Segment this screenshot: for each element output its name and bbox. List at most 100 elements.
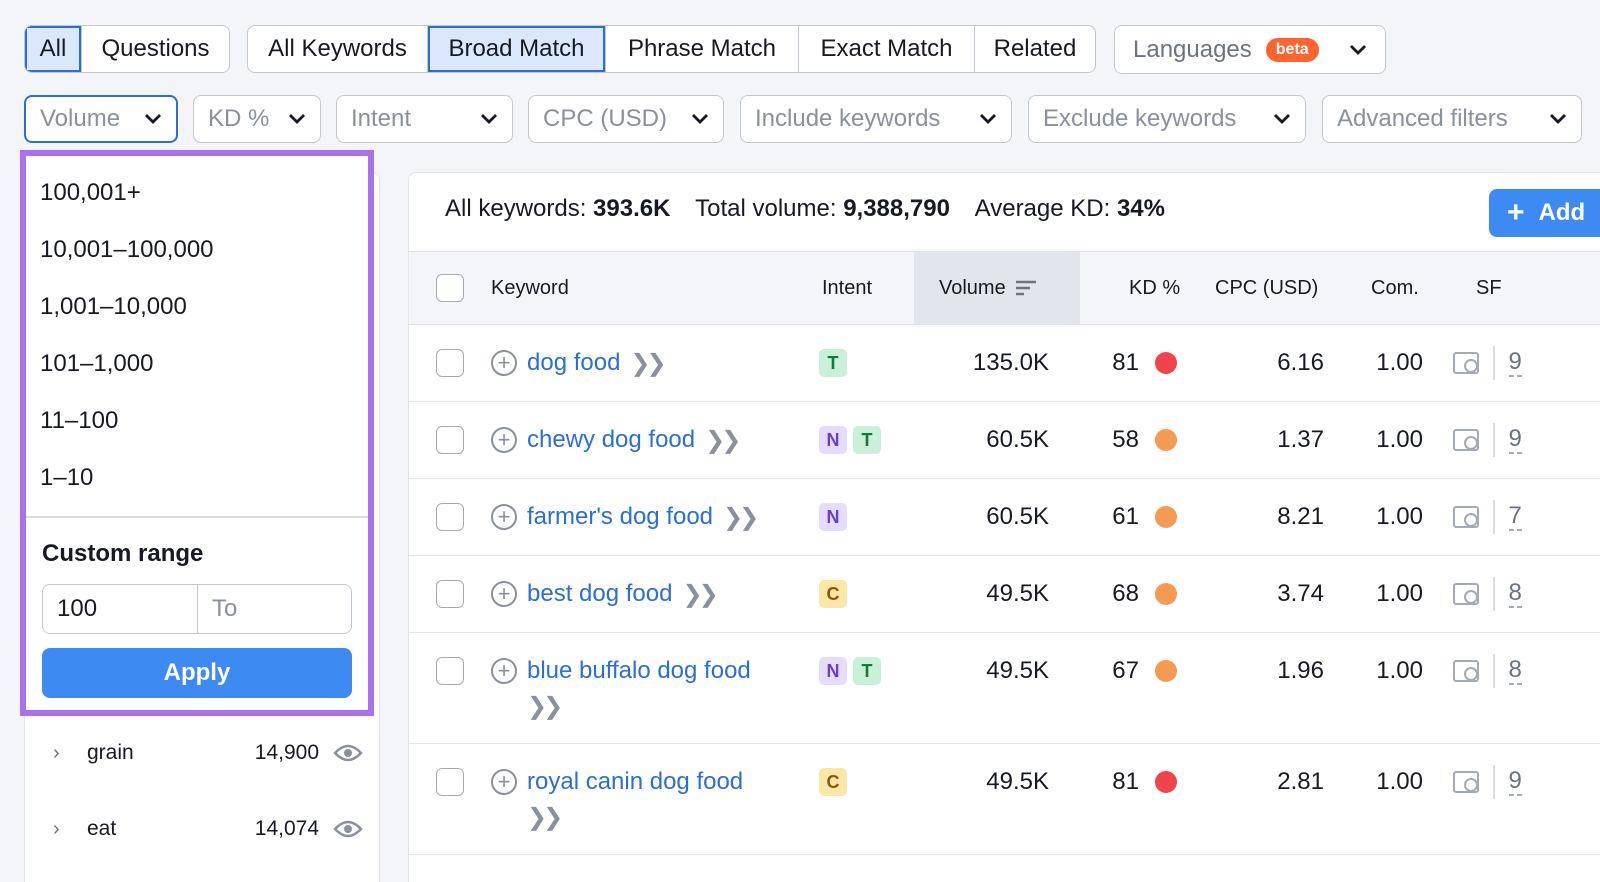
add-keyword-icon[interactable]: + [491, 427, 517, 453]
row-checkbox[interactable] [436, 426, 464, 454]
divider [1493, 577, 1495, 611]
header-kd[interactable]: KD % [1129, 276, 1181, 299]
header-com[interactable]: Com. [1371, 276, 1419, 299]
header-volume-label: Volume [939, 276, 1006, 299]
group-row[interactable]: › grain 14,900 [53, 733, 363, 773]
tab-exact-match[interactable]: Exact Match [799, 26, 975, 72]
serp-features-icon[interactable] [1453, 352, 1479, 374]
kd-filter[interactable]: KD % [193, 95, 321, 143]
tab-all[interactable]: All [25, 26, 82, 72]
volume-option[interactable]: 1,001–10,000 [40, 292, 187, 320]
select-all-checkbox[interactable] [436, 274, 464, 302]
table-header: Keyword Intent Volume KD % CPC (USD) Com… [409, 251, 1600, 325]
header-sf[interactable]: SF [1476, 276, 1502, 299]
volume-option[interactable]: 100,001+ [40, 178, 141, 206]
intent-badge: T [853, 657, 881, 685]
keyword-link[interactable]: farmer's dog food [527, 503, 714, 530]
add-keyword-icon[interactable]: + [491, 504, 517, 530]
sf-count[interactable]: 9 [1508, 425, 1522, 454]
keyword-link[interactable]: chewy dog food [527, 426, 696, 453]
range-from-input[interactable] [43, 585, 197, 633]
sf-cell: 8 [1453, 651, 1522, 691]
volume-filter[interactable]: Volume [24, 95, 178, 143]
kd-cell: 67 [1109, 651, 1177, 691]
cpc-filter[interactable]: CPC (USD) [528, 95, 724, 143]
tab-broad-match[interactable]: Broad Match [428, 26, 606, 72]
chevron-down-icon [980, 114, 996, 124]
keyword-link[interactable]: dog food [527, 349, 621, 376]
volume-sort-highlight [914, 252, 1080, 324]
exclude-keywords-filter[interactable]: Exclude keywords [1028, 95, 1306, 143]
serp-features-icon[interactable] [1453, 583, 1479, 605]
keyword-link[interactable]: royal canin dog food [527, 768, 744, 795]
apply-button[interactable]: Apply [42, 648, 352, 698]
serp-features-icon[interactable] [1453, 429, 1479, 451]
volume-value: 49.5K [986, 657, 1049, 684]
double-chevron-icon[interactable]: ❯❯ [705, 426, 741, 454]
group-row[interactable]: › eat 14,074 [53, 809, 363, 849]
keyword-link[interactable]: blue buffalo dog food [527, 657, 751, 684]
kd-value: 81 [1112, 768, 1139, 795]
intent-filter[interactable]: Intent [336, 95, 513, 143]
add-to-list-button[interactable]: + Add [1489, 189, 1600, 237]
volume-filter-label: Volume [40, 105, 121, 132]
row-checkbox[interactable] [436, 580, 464, 608]
divider [26, 516, 368, 518]
sf-count[interactable]: 8 [1508, 656, 1522, 685]
serp-features-icon[interactable] [1453, 660, 1479, 682]
add-keyword-icon[interactable]: + [491, 769, 517, 795]
divider [1493, 500, 1495, 534]
group-name: eat [87, 817, 117, 840]
all-keywords-label: All keywords: [445, 195, 587, 222]
sf-count[interactable]: 9 [1508, 348, 1522, 377]
tab-phrase-match[interactable]: Phrase Match [606, 26, 799, 72]
kd-indicator [1155, 660, 1177, 682]
volume-option[interactable]: 11–100 [40, 406, 119, 434]
chevron-down-icon [145, 114, 161, 124]
double-chevron-icon[interactable]: ❯❯ [630, 349, 666, 377]
eye-icon[interactable] [333, 818, 363, 840]
sf-count[interactable]: 8 [1508, 579, 1522, 608]
double-chevron-icon[interactable]: ❯❯ [527, 692, 563, 720]
sf-count[interactable]: 7 [1508, 502, 1522, 531]
tab-all-keywords[interactable]: All Keywords [248, 26, 428, 72]
sf-cell: 9 [1453, 762, 1522, 802]
row-checkbox[interactable] [436, 503, 464, 531]
double-chevron-icon[interactable]: ❯❯ [682, 580, 718, 608]
advanced-filters[interactable]: Advanced filters [1322, 95, 1582, 143]
eye-icon[interactable] [333, 742, 363, 764]
tab-related[interactable]: Related [993, 35, 1077, 62]
double-chevron-icon[interactable]: ❯❯ [527, 803, 563, 831]
double-chevron-icon[interactable]: ❯❯ [723, 503, 759, 531]
serp-features-icon[interactable] [1453, 506, 1479, 528]
tab-questions[interactable]: Questions [101, 35, 210, 62]
volume-option[interactable]: 1–10 [40, 463, 94, 491]
cpc-filter-label: CPC (USD) [543, 105, 667, 132]
add-keyword-icon[interactable]: + [491, 658, 517, 684]
header-intent[interactable]: Intent [822, 276, 873, 299]
sf-cell: 7 [1453, 497, 1522, 537]
add-keyword-icon[interactable]: + [491, 581, 517, 607]
row-checkbox[interactable] [436, 657, 464, 685]
intent-badge: N [819, 657, 847, 685]
keywords-table-panel: All keywords: 393.6K Total volume: 9,388… [408, 172, 1600, 882]
include-keywords-filter[interactable]: Include keywords [740, 95, 1012, 143]
volume-option[interactable]: 101–1,000 [40, 349, 154, 377]
add-keyword-icon[interactable]: + [491, 350, 517, 376]
volume-option[interactable]: 10,001–100,000 [40, 235, 214, 263]
sf-count[interactable]: 9 [1508, 767, 1522, 796]
header-volume[interactable]: Volume [939, 252, 1038, 324]
row-checkbox[interactable] [436, 349, 464, 377]
keyword-link[interactable]: best dog food [527, 580, 673, 607]
languages-dropdown[interactable]: Languages beta [1114, 25, 1386, 74]
row-checkbox[interactable] [436, 768, 464, 796]
header-keyword[interactable]: Keyword [491, 276, 569, 299]
average-kd-label: Average KD: [974, 195, 1111, 222]
com-value: 1.00 [1376, 768, 1423, 795]
header-cpc[interactable]: CPC (USD) [1215, 276, 1319, 299]
sf-cell: 9 [1453, 420, 1522, 460]
table-row: + dog food ❯❯ T 135.0K 81 6.16 1.00 9 [409, 325, 1600, 402]
range-to-input[interactable] [197, 585, 351, 633]
serp-features-icon[interactable] [1453, 771, 1479, 793]
